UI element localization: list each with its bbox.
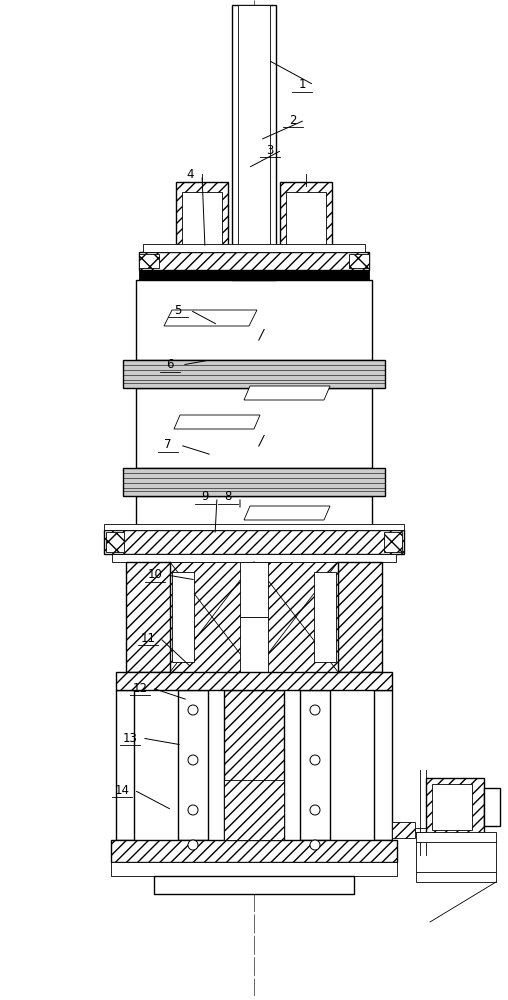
- Circle shape: [310, 755, 320, 765]
- Bar: [139, 252, 369, 270]
- Bar: [416, 832, 496, 842]
- Bar: [426, 778, 484, 836]
- Text: 2: 2: [289, 113, 297, 126]
- Text: 10: 10: [147, 568, 163, 582]
- Bar: [111, 840, 397, 862]
- Bar: [136, 388, 372, 468]
- Bar: [300, 690, 330, 840]
- Bar: [484, 788, 500, 826]
- Bar: [432, 784, 472, 830]
- Bar: [104, 530, 404, 554]
- Bar: [349, 254, 369, 268]
- Text: 6: 6: [166, 359, 174, 371]
- Bar: [240, 562, 268, 617]
- Bar: [154, 876, 354, 894]
- Bar: [172, 572, 194, 662]
- Bar: [111, 862, 397, 876]
- Bar: [224, 690, 284, 840]
- Text: 14: 14: [114, 784, 130, 796]
- Circle shape: [188, 755, 198, 765]
- Circle shape: [188, 705, 198, 715]
- Bar: [170, 562, 338, 672]
- Bar: [178, 690, 208, 840]
- Bar: [238, 5, 270, 280]
- Bar: [139, 270, 369, 280]
- Polygon shape: [244, 386, 330, 400]
- Text: 13: 13: [122, 732, 138, 744]
- Text: 7: 7: [164, 438, 172, 452]
- Polygon shape: [174, 415, 260, 429]
- Bar: [415, 828, 433, 832]
- Bar: [384, 532, 402, 552]
- Circle shape: [188, 805, 198, 815]
- Text: /: /: [258, 327, 262, 341]
- Bar: [116, 690, 134, 840]
- Bar: [123, 360, 385, 388]
- Bar: [126, 562, 170, 672]
- Bar: [182, 192, 222, 246]
- Bar: [106, 532, 124, 552]
- Bar: [314, 572, 336, 662]
- Text: 5: 5: [174, 304, 182, 316]
- Bar: [280, 182, 332, 254]
- Bar: [240, 617, 268, 672]
- Bar: [338, 562, 382, 672]
- Circle shape: [188, 840, 198, 850]
- Bar: [176, 182, 228, 254]
- Bar: [374, 690, 392, 840]
- Text: 9: 9: [201, 490, 209, 504]
- Bar: [416, 872, 496, 882]
- Bar: [112, 554, 396, 562]
- Text: 3: 3: [266, 143, 274, 156]
- Bar: [136, 496, 372, 530]
- Bar: [104, 524, 404, 530]
- Polygon shape: [164, 310, 257, 326]
- Text: 4: 4: [186, 168, 194, 182]
- Text: 12: 12: [133, 682, 147, 694]
- Bar: [123, 468, 385, 496]
- Circle shape: [310, 840, 320, 850]
- Text: 11: 11: [141, 632, 155, 645]
- Bar: [286, 192, 326, 246]
- Bar: [143, 244, 365, 252]
- Bar: [232, 5, 276, 280]
- Polygon shape: [244, 506, 330, 520]
- Text: /: /: [258, 434, 262, 448]
- Bar: [136, 280, 372, 360]
- Bar: [392, 822, 415, 838]
- Text: 8: 8: [225, 490, 232, 504]
- Bar: [224, 780, 284, 840]
- Circle shape: [310, 705, 320, 715]
- Text: 1: 1: [298, 79, 306, 92]
- Circle shape: [310, 805, 320, 815]
- Bar: [139, 254, 159, 268]
- Bar: [116, 672, 392, 690]
